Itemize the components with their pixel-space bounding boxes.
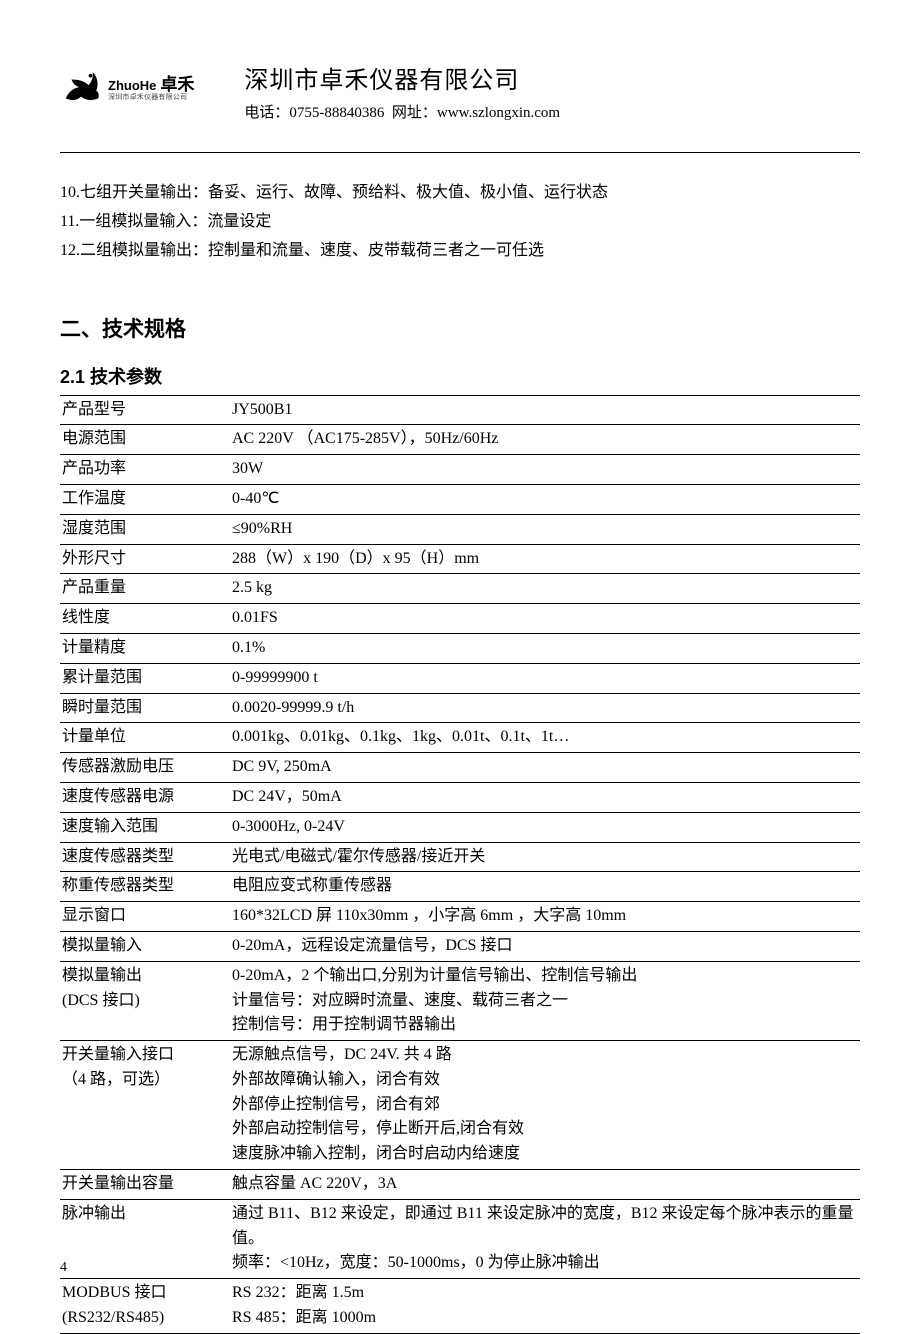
spec-value: 触点容量 AC 220V，3A [230,1170,860,1200]
table-row: 开关量输入接口（4 路，可选）无源触点信号，DC 24V. 共 4 路外部故障确… [60,1041,860,1170]
spec-label: 速度传感器类型 [60,842,230,872]
spec-value: RS 232：距离 1.5mRS 485：距离 1000m [230,1279,860,1334]
table-row: 产品型号JY500B1 [60,395,860,425]
contact-line: 电话：0755-88840386 网址：www.szlongxin.com [244,101,560,122]
logo-brand-en: ZhuoHe [108,79,156,93]
table-row: 模拟量输出(DCS 接口)0-20mA，2 个输出口,分别为计量信号输出、控制信… [60,961,860,1040]
table-row: 称重传感器类型电阻应变式称重传感器 [60,872,860,902]
spec-label: 脉冲输出 [60,1199,230,1278]
url-label: 网址： [392,105,437,121]
section-title: 二、技术规格 [60,313,860,343]
list-item: 11.一组模拟量输入：流量设定 [60,208,860,235]
spec-label: 累计量范围 [60,663,230,693]
table-row: 湿度范围≤90%RH [60,514,860,544]
spec-value: 160*32LCD 屏 110x30mm ，小字高 6mm ，大字高 10mm [230,902,860,932]
spec-label: 计量单位 [60,723,230,753]
logo-subline: 深圳市卓禾仪器有限公司 [108,94,194,101]
table-row: MODBUS 接口(RS232/RS485)RS 232：距离 1.5mRS 4… [60,1279,860,1334]
spec-value: 光电式/电磁式/霍尔传感器/接近开关 [230,842,860,872]
spec-table: 产品型号JY500B1电源范围AC 220V （AC175-285V），50Hz… [60,395,860,1334]
spec-label: 产品型号 [60,395,230,425]
spec-value: 288（W）x 190（D）x 95（H）mm [230,544,860,574]
table-row: 计量单位0.001kg、0.01kg、0.1kg、1kg、0.01t、0.1t、… [60,723,860,753]
spec-label: 线性度 [60,604,230,634]
spec-label: 显示窗口 [60,902,230,932]
subsection-title: 2.1 技术参数 [60,363,860,389]
table-row: 计量精度0.1% [60,633,860,663]
logo-text: ZhuoHe 卓禾 深圳市卓禾仪器有限公司 [108,76,194,101]
spec-value: 电阻应变式称重传感器 [230,872,860,902]
table-row: 速度输入范围0-3000Hz, 0-24V [60,812,860,842]
spec-value: 30W [230,455,860,485]
spec-value: 0.0020-99999.9 t/h [230,693,860,723]
spec-value: 0.001kg、0.01kg、0.1kg、1kg、0.01t、0.1t、1t… [230,723,860,753]
spec-label: 计量精度 [60,633,230,663]
table-row: 模拟量输入0-20mA，远程设定流量信号，DCS 接口 [60,931,860,961]
spec-value: JY500B1 [230,395,860,425]
company-name: 深圳市卓禾仪器有限公司 [244,60,560,95]
phone-label: 电话： [244,105,289,121]
spec-label: 速度传感器电源 [60,782,230,812]
table-row: 瞬时量范围0.0020-99999.9 t/h [60,693,860,723]
spec-value: 无源触点信号，DC 24V. 共 4 路外部故障确认输入，闭合有效外部停止控制信… [230,1041,860,1170]
table-row: 电源范围AC 220V （AC175-285V），50Hz/60Hz [60,425,860,455]
table-row: 线性度0.01FS [60,604,860,634]
spec-value: 0-20mA，远程设定流量信号，DCS 接口 [230,931,860,961]
spec-value: 0-40℃ [230,484,860,514]
spec-label: 模拟量输入 [60,931,230,961]
spec-value: 0.1% [230,633,860,663]
logo-icon [60,68,102,110]
table-row: 脉冲输出通过 B11、B12 来设定，即通过 B11 来设定脉冲的宽度，B12 … [60,1199,860,1278]
spec-value: 2.5 kg [230,574,860,604]
table-row: 传感器激励电压DC 9V, 250mA [60,753,860,783]
table-row: 工作温度0-40℃ [60,484,860,514]
table-row: 产品重量2.5 kg [60,574,860,604]
table-row: 速度传感器类型光电式/电磁式/霍尔传感器/接近开关 [60,842,860,872]
spec-value: 通过 B11、B12 来设定，即通过 B11 来设定脉冲的宽度，B12 来设定每… [230,1199,860,1278]
spec-label: 产品重量 [60,574,230,604]
spec-label: 称重传感器类型 [60,872,230,902]
spec-label: 开关量输入接口（4 路，可选） [60,1041,230,1170]
spec-label: 工作温度 [60,484,230,514]
spec-value: AC 220V （AC175-285V），50Hz/60Hz [230,425,860,455]
spec-label: 瞬时量范围 [60,693,230,723]
list-item: 12.二组模拟量输出：控制量和流量、速度、皮带载荷三者之一可任选 [60,237,860,264]
company-block: 深圳市卓禾仪器有限公司 电话：0755-88840386 网址：www.szlo… [244,60,560,122]
spec-label: 产品功率 [60,455,230,485]
spec-value: 0.01FS [230,604,860,634]
spec-label: 模拟量输出(DCS 接口) [60,961,230,1040]
header-divider [60,152,860,153]
numbered-list: 10.七组开关量输出：备妥、运行、故障、预给料、极大值、极小值、运行状态 11.… [60,179,860,265]
url-value: www.szlongxin.com [437,105,560,121]
spec-value: ≤90%RH [230,514,860,544]
table-row: 开关量输出容量触点容量 AC 220V，3A [60,1170,860,1200]
spec-value: 0-20mA，2 个输出口,分别为计量信号输出、控制信号输出计量信号：对应瞬时流… [230,961,860,1040]
spec-label: 湿度范围 [60,514,230,544]
logo: ZhuoHe 卓禾 深圳市卓禾仪器有限公司 [60,60,194,110]
table-row: 显示窗口160*32LCD 屏 110x30mm ，小字高 6mm ，大字高 1… [60,902,860,932]
table-row: 累计量范围0-99999900 t [60,663,860,693]
spec-value: 0-99999900 t [230,663,860,693]
page-number: 4 [60,1260,67,1276]
spec-label: 传感器激励电压 [60,753,230,783]
table-row: 外形尺寸288（W）x 190（D）x 95（H）mm [60,544,860,574]
spec-value: 0-3000Hz, 0-24V [230,812,860,842]
spec-label: 电源范围 [60,425,230,455]
phone-value: 0755-88840386 [289,105,384,121]
table-row: 产品功率30W [60,455,860,485]
document-header: ZhuoHe 卓禾 深圳市卓禾仪器有限公司 深圳市卓禾仪器有限公司 电话：075… [60,60,860,122]
spec-label: MODBUS 接口(RS232/RS485) [60,1279,230,1334]
list-item: 10.七组开关量输出：备妥、运行、故障、预给料、极大值、极小值、运行状态 [60,179,860,206]
table-row: 速度传感器电源DC 24V，50mA [60,782,860,812]
spec-value: DC 9V, 250mA [230,753,860,783]
logo-brand-cn: 卓禾 [160,76,194,94]
spec-value: DC 24V，50mA [230,782,860,812]
spec-label: 速度输入范围 [60,812,230,842]
spec-label: 开关量输出容量 [60,1170,230,1200]
spec-label: 外形尺寸 [60,544,230,574]
